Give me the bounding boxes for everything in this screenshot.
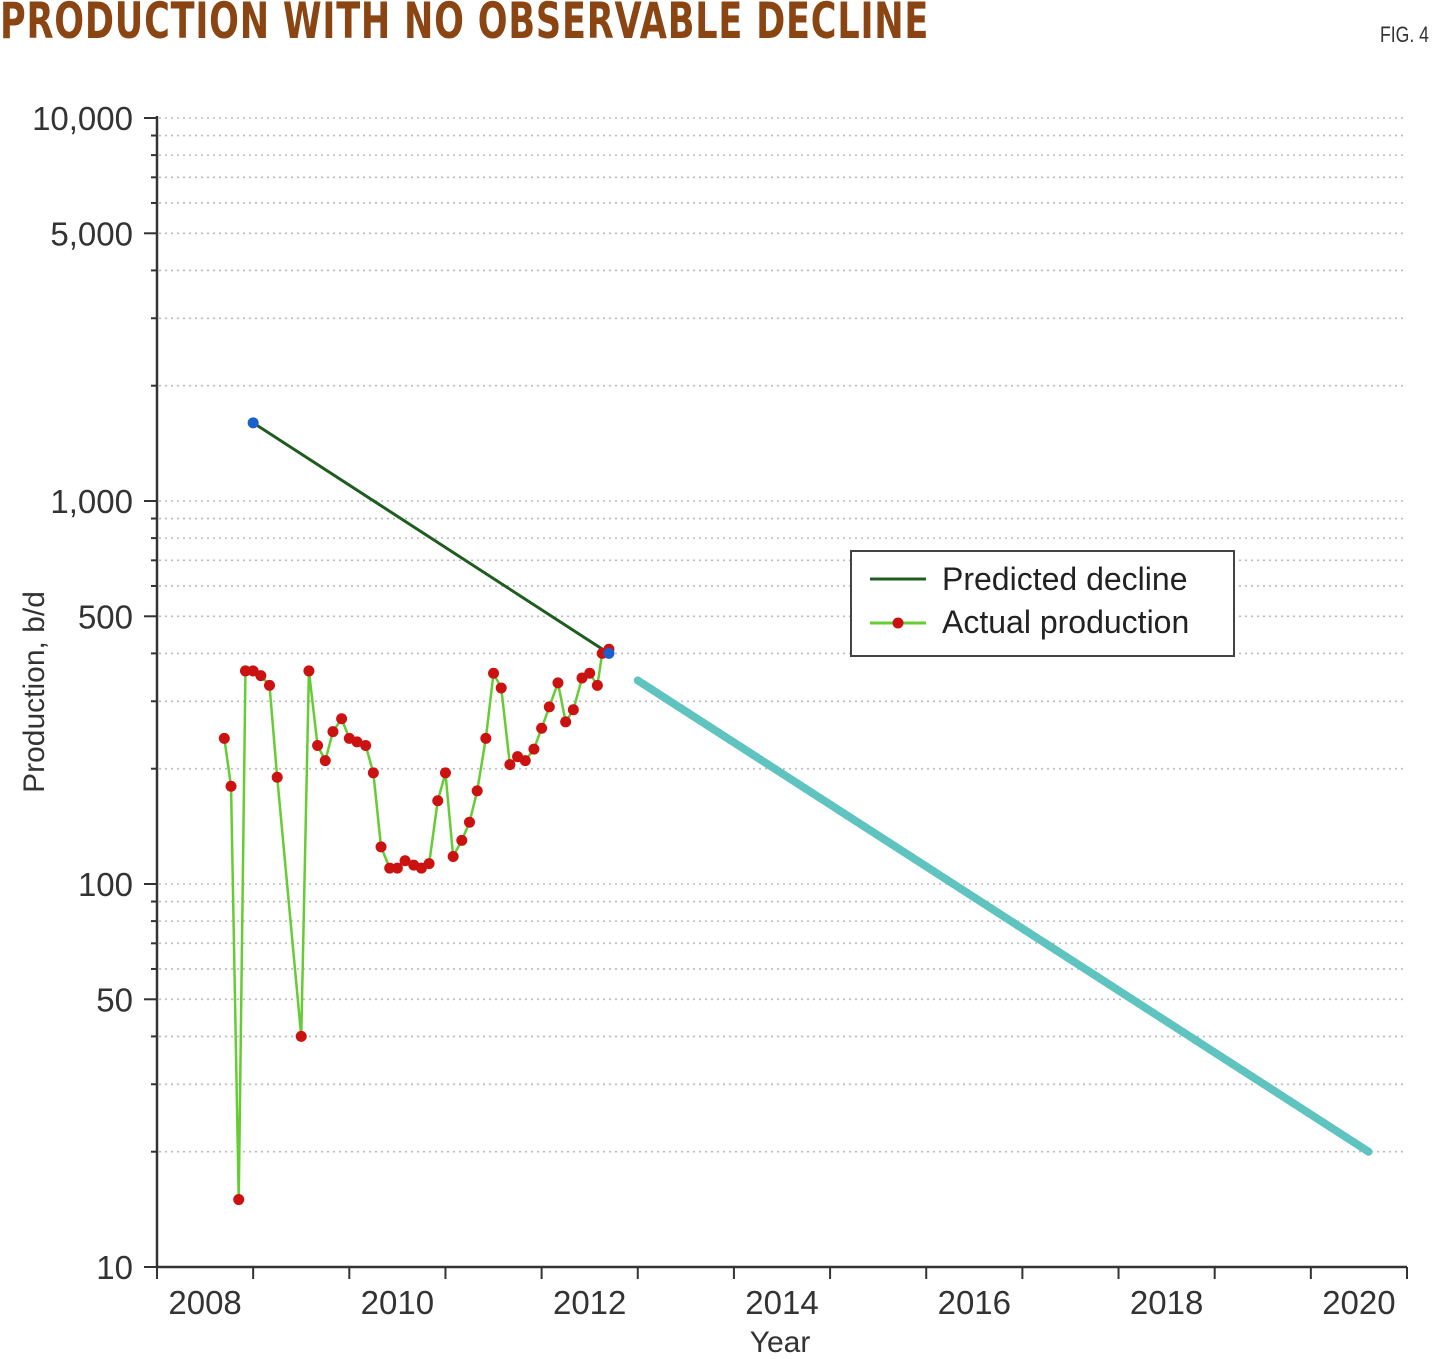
actual-production-point bbox=[488, 667, 500, 679]
y-tick-label: 10 bbox=[96, 1249, 133, 1286]
predicted-decline-line bbox=[252, 421, 610, 655]
actual-production-point bbox=[384, 862, 396, 874]
actual-production-point bbox=[391, 862, 403, 874]
actual-production-point bbox=[264, 679, 275, 691]
actual-production-point bbox=[225, 780, 237, 792]
actual-production-point bbox=[360, 739, 372, 751]
legend-box bbox=[850, 550, 1235, 657]
y-tick-label: 10,000 bbox=[32, 100, 133, 137]
x-tick-label: 2020 bbox=[1322, 1284, 1395, 1321]
actual-production-point bbox=[480, 732, 492, 744]
actual-production-point bbox=[367, 767, 379, 779]
actual-production-point bbox=[319, 755, 331, 767]
x-axis-title: Year bbox=[750, 1326, 811, 1359]
actual-production-point bbox=[218, 732, 230, 744]
actual-production-point bbox=[327, 726, 339, 738]
actual-production-point bbox=[447, 850, 459, 862]
actual-production-point bbox=[528, 743, 540, 755]
actual-production-point bbox=[464, 816, 475, 828]
x-tick-label: 2008 bbox=[168, 1284, 241, 1321]
actual-production-point bbox=[423, 858, 435, 870]
x-tick-label: 2012 bbox=[553, 1284, 626, 1321]
legend-label-actual: Actual production bbox=[942, 604, 1189, 640]
actual-production-point bbox=[255, 670, 267, 682]
legend-label-predicted: Predicted decline bbox=[942, 561, 1187, 597]
x-tick-label: 2010 bbox=[361, 1284, 434, 1321]
legend-marker-actual bbox=[892, 617, 904, 629]
actual-production-point bbox=[543, 701, 555, 713]
actual-production-point bbox=[233, 1194, 245, 1206]
actual-production-point bbox=[432, 795, 444, 807]
actual-production-point bbox=[295, 1030, 307, 1042]
y-tick-label: 500 bbox=[78, 598, 133, 635]
predicted-endpoint-marker bbox=[247, 417, 259, 429]
x-tick-label: 2014 bbox=[745, 1284, 818, 1321]
actual-production-point bbox=[471, 785, 483, 797]
forecast-line bbox=[633, 676, 1373, 1156]
y-tick-label: 100 bbox=[78, 866, 133, 903]
actual-production-line bbox=[223, 648, 610, 1200]
actual-production-point bbox=[495, 682, 507, 694]
actual-production-point bbox=[271, 771, 283, 783]
actual-production-point bbox=[375, 841, 387, 853]
x-tick-label: 2016 bbox=[938, 1284, 1011, 1321]
actual-production-point bbox=[552, 677, 564, 689]
actual-production-point bbox=[439, 767, 451, 779]
actual-production-point bbox=[336, 713, 348, 725]
actual-production-point bbox=[456, 834, 468, 846]
actual-production-point bbox=[519, 755, 531, 767]
actual-production-point bbox=[399, 855, 411, 867]
actual-production-point bbox=[303, 665, 315, 677]
legend: Predicted decline Actual production bbox=[850, 550, 1235, 657]
actual-production-point bbox=[239, 665, 251, 677]
actual-production-point bbox=[312, 739, 324, 751]
y-tick-label: 5,000 bbox=[50, 215, 133, 252]
x-tick-label: 2018 bbox=[1130, 1284, 1203, 1321]
actual-production-point bbox=[584, 667, 596, 679]
y-tick-label: 1,000 bbox=[50, 483, 133, 520]
predicted-endpoint-marker bbox=[603, 647, 615, 659]
actual-production-point bbox=[567, 704, 579, 716]
actual-production-point bbox=[536, 722, 548, 734]
actual-production-point bbox=[504, 759, 516, 771]
figure-label: FIG. 4 bbox=[1380, 22, 1429, 47]
page-title: PRODUCTION WITH NO OBSERVABLE DECLINE bbox=[0, 0, 930, 50]
actual-production-point bbox=[591, 679, 603, 691]
axes-layer: 2008 2010 2012 2014 2016 2018 2020 10,000 5,000 1… bbox=[32, 100, 1408, 1321]
y-axis-title: Production, b/d bbox=[18, 591, 51, 793]
y-tick-label: 50 bbox=[96, 981, 133, 1018]
actual-production-point bbox=[351, 736, 363, 748]
series-layer bbox=[218, 417, 1373, 1206]
actual-production-point bbox=[560, 716, 572, 728]
